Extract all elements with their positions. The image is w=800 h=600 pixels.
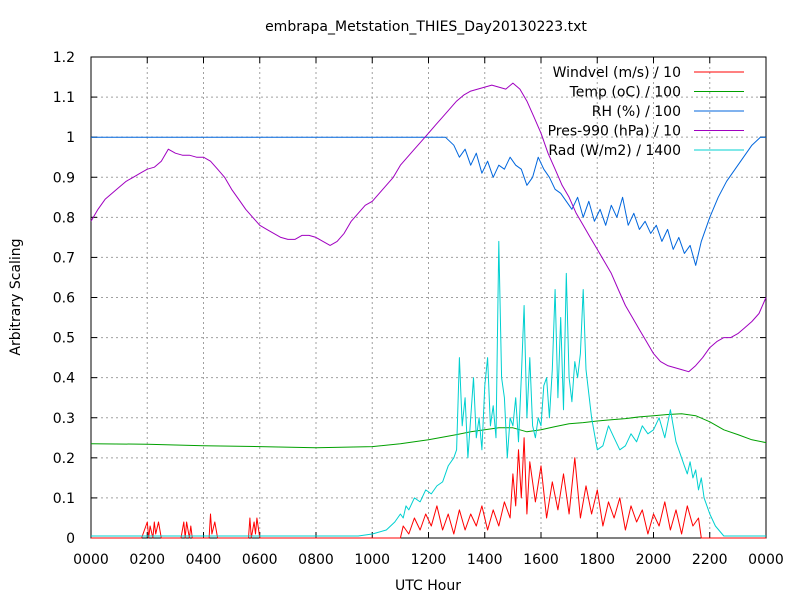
x-tick-label: 2200 (692, 552, 728, 568)
x-tick-label: 1000 (354, 552, 390, 568)
series-line-0 (91, 437, 766, 539)
x-tick-label: 1400 (467, 552, 503, 568)
y-tick-label: 0 (66, 531, 75, 547)
y-tick-label: 0.3 (53, 411, 75, 427)
x-tick-label: 2000 (636, 552, 672, 568)
x-axis-label: UTC Hour (395, 578, 461, 594)
y-tick-label: 1.2 (53, 50, 75, 66)
legend-label: Windvel (m/s) / 10 (553, 65, 681, 81)
x-tick-label: 0600 (242, 552, 278, 568)
y-axis-tick-labels: 0 0.1 0.2 0.3 0.4 0.5 0.6 0.7 0.8 0.9 1 1.1 1.2 (53, 50, 75, 547)
y-tick-label: 0.9 (53, 170, 75, 186)
x-tick-label: 0000 (73, 552, 109, 568)
axis-ticks (90, 56, 767, 539)
x-tick-label: 0800 (298, 552, 334, 568)
legend-label: Rad (W/m2) / 1400 (548, 143, 681, 159)
y-tick-label: 1 (66, 130, 75, 146)
y-tick-label: 1.1 (53, 90, 75, 106)
chart-title: embrapa_Metstation_THIES_Day20130223.txt (265, 19, 587, 35)
series-line-2 (91, 136, 766, 266)
legend: Windvel (m/s) / 10 Temp (oC) / 100 RH (%) … (548, 65, 744, 159)
series-line-3 (90, 82, 767, 373)
y-tick-label: 0.7 (53, 250, 75, 266)
legend-label: Temp (oC) / 100 (569, 85, 681, 101)
x-tick-label: 0200 (129, 552, 165, 568)
y-tick-label: 0.5 (53, 331, 75, 347)
series-lines (90, 82, 767, 539)
legend-label: RH (%) / 100 (592, 104, 681, 120)
legend-label: Pres-990 (hPa) / 10 (548, 124, 681, 140)
y-tick-label: 0.4 (53, 371, 75, 387)
x-tick-label: 1800 (579, 552, 615, 568)
series-line-4 (91, 240, 766, 537)
y-tick-label: 0.2 (53, 451, 75, 467)
x-tick-label: 1600 (523, 552, 559, 568)
y-tick-label: 0.8 (53, 210, 75, 226)
x-tick-label: 0400 (186, 552, 222, 568)
x-tick-label: 1200 (411, 552, 447, 568)
x-axis-tick-labels: 0000 0200 0400 0600 0800 1000 1200 1400 1600 1800… (73, 552, 784, 568)
series-line-1 (90, 413, 767, 449)
y-tick-label: 0.6 (53, 291, 75, 307)
y-tick-label: 0.1 (53, 491, 75, 507)
y-axis-label: Arbitrary Scaling (8, 238, 24, 355)
x-tick-label: 0000 (748, 552, 784, 568)
